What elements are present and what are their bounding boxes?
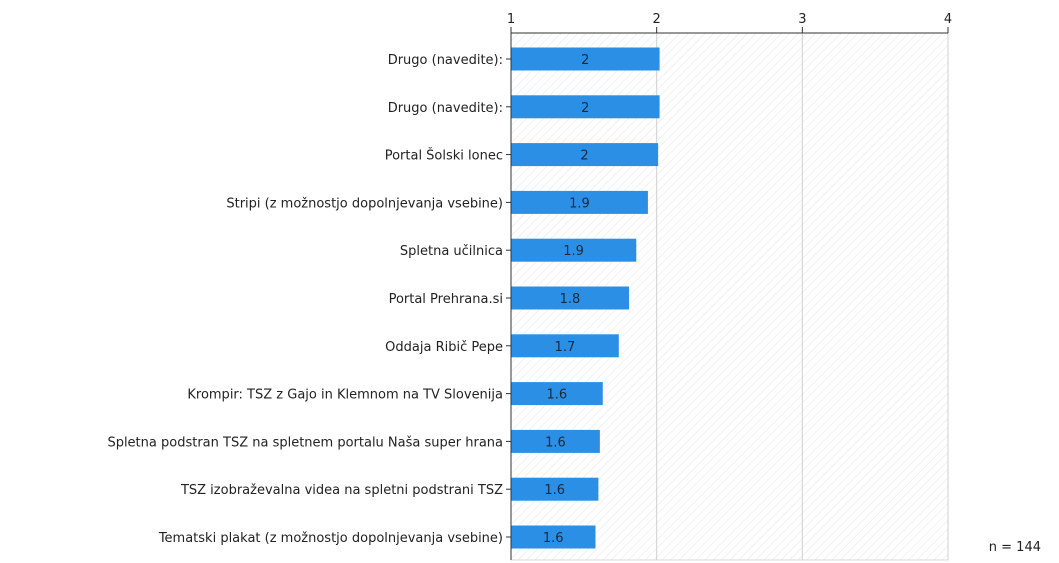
bars: 2 Drugo (navedite): 2 Drugo (navedite): 2 Por… — [107, 47, 660, 549]
x-tick-label: 2 — [653, 12, 661, 27]
category-label: Oddaja Ribič Pepe — [385, 340, 503, 355]
bar-value-label: 1.6 — [545, 435, 566, 450]
bar-value-label: 1.9 — [569, 196, 590, 211]
bar-value-label: 1.7 — [555, 340, 576, 355]
category-label: Spletna podstran TSZ na spletnem portalu… — [107, 435, 503, 450]
bar-value-label: 1.9 — [563, 244, 584, 259]
category-label: Portal Šolski lonec — [385, 148, 503, 164]
bar — [511, 382, 603, 406]
bar-value-label: 1.8 — [560, 292, 581, 307]
bar — [511, 95, 660, 119]
sample-size-note: n = 144 — [988, 540, 1041, 555]
bar — [511, 190, 648, 214]
category-label: Stripi (z možnostjo dopolnjevanja vsebin… — [226, 196, 503, 211]
category-label: Krompir: TSZ z Gajo in Klemnom na TV Slo… — [187, 388, 503, 403]
gridlines — [656, 33, 949, 560]
bar-value-label: 1.6 — [547, 388, 568, 403]
bar — [511, 286, 629, 310]
bar-value-label: 1.6 — [544, 483, 565, 498]
x-axis-ticks: 1 2 3 4 — [507, 12, 952, 33]
bar-value-label: 2 — [580, 149, 588, 164]
bar — [511, 238, 637, 262]
category-label: Tematski plakat (z možnostjo dopolnjevan… — [158, 531, 503, 546]
bar — [511, 334, 619, 358]
category-label: Spletna učilnica — [400, 244, 503, 259]
bar-value-label: 2 — [581, 53, 589, 68]
category-label: Drugo (navedite): — [388, 53, 503, 68]
x-tick-label: 1 — [507, 12, 515, 27]
bar — [511, 143, 659, 167]
category-label: Portal Prehrana.si — [389, 292, 503, 307]
bar — [511, 429, 600, 453]
category-label: Drugo (navedite): — [388, 101, 503, 116]
category-label: TSZ izobraževalna videa na spletni podst… — [180, 483, 503, 498]
bar — [511, 477, 599, 501]
bar — [511, 525, 596, 549]
x-tick-label: 3 — [798, 12, 806, 27]
bar-value-label: 2 — [581, 101, 589, 116]
x-tick-label: 4 — [944, 12, 952, 27]
bar-value-label: 1.6 — [543, 531, 564, 546]
bar — [511, 47, 660, 71]
